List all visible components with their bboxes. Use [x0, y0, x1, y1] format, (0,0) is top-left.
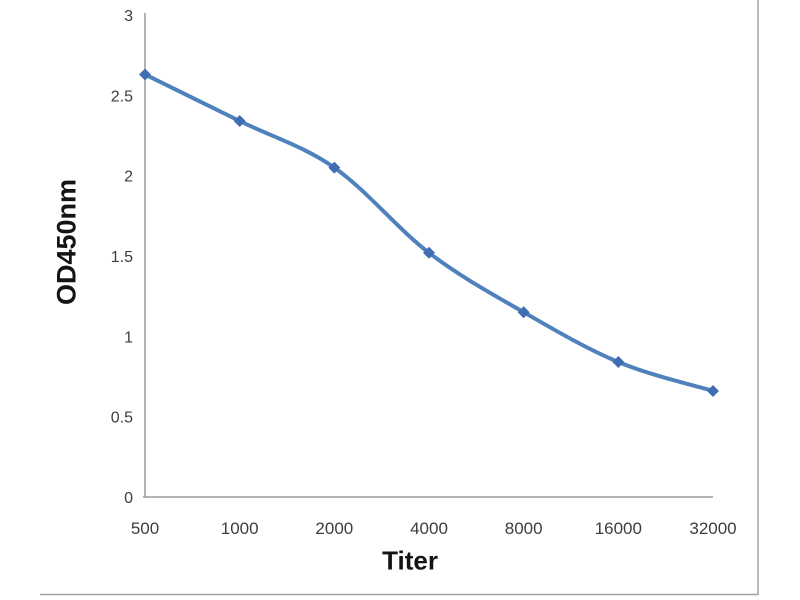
- y-tick-label: 1.5: [111, 249, 133, 266]
- data-point-marker: [423, 246, 435, 259]
- x-tick-label: 500: [131, 519, 159, 538]
- data-point-marker: [612, 356, 625, 369]
- series-line: [143, 72, 715, 393]
- x-tick-label: 32000: [689, 519, 736, 538]
- y-axis-title: OD450nm: [51, 178, 82, 306]
- x-axis-title: Titer: [382, 545, 438, 576]
- x-tick-label: 2000: [315, 519, 353, 538]
- x-tick-label: 16000: [595, 519, 642, 538]
- data-point-marker: [233, 115, 246, 128]
- y-tick-label: 2.5: [111, 88, 133, 105]
- y-tick-label: 2: [124, 169, 133, 186]
- x-tick-label: 4000: [410, 519, 448, 538]
- y-tick-label: 1: [124, 329, 133, 346]
- y-tick-label: 3: [124, 8, 133, 25]
- data-point-marker: [139, 68, 151, 81]
- x-tick-label: 8000: [505, 519, 543, 538]
- y-tick-label: 0.5: [111, 410, 133, 427]
- x-tick-label: 1000: [221, 519, 259, 538]
- data-point-marker: [517, 306, 530, 319]
- data-point-marker: [328, 161, 341, 174]
- y-tick-label: 0: [124, 490, 133, 507]
- data-point-marker: [707, 384, 719, 397]
